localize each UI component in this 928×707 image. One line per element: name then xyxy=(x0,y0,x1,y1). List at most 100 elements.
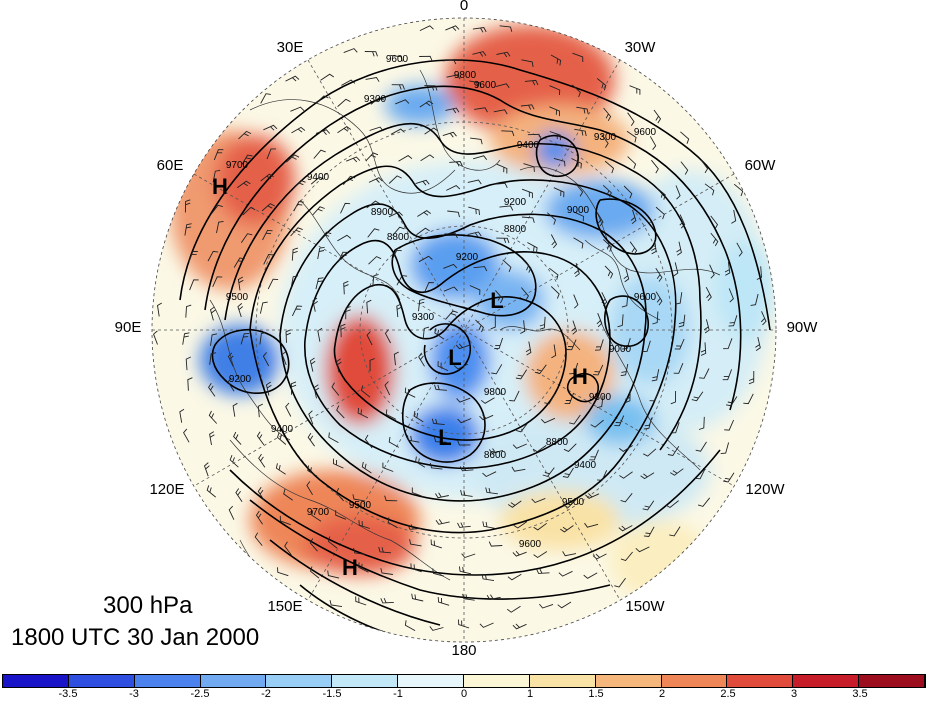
wind-barb xyxy=(468,206,480,216)
wind-barb xyxy=(415,179,430,186)
wind-barb xyxy=(207,250,219,262)
wind-barb xyxy=(728,288,734,303)
wind-barb xyxy=(670,390,677,405)
wind-barb xyxy=(293,179,306,189)
wind-barb xyxy=(622,337,631,350)
wind-barb xyxy=(337,126,352,134)
wind-barb xyxy=(520,320,526,334)
wind-barb xyxy=(469,285,481,295)
colorbar-swatch xyxy=(134,675,201,687)
wind-barb xyxy=(429,626,444,631)
wind-barb xyxy=(286,154,300,163)
wind-barb xyxy=(275,463,286,475)
wind-barb xyxy=(416,227,430,236)
wind-barb xyxy=(627,156,637,169)
wind-barb xyxy=(731,209,737,224)
wind-barb xyxy=(549,106,560,117)
wind-barb xyxy=(651,159,659,174)
contour-value-label: 9500 xyxy=(562,497,585,508)
wind-barb xyxy=(206,485,216,498)
wind-barb xyxy=(317,327,323,342)
wind-barb xyxy=(415,456,426,468)
wind-barb xyxy=(513,521,528,529)
wind-barb xyxy=(760,311,767,326)
wind-barb xyxy=(585,493,600,499)
wind-barb xyxy=(550,234,558,249)
wind-barb xyxy=(722,369,733,381)
wind-barb xyxy=(501,130,515,137)
wind-barb xyxy=(643,448,657,457)
wind-barb xyxy=(335,510,347,520)
wind-barb xyxy=(390,54,403,62)
wind-barb xyxy=(284,541,292,556)
wind-barb xyxy=(623,268,630,283)
wind-barb xyxy=(675,292,683,305)
wind-barb xyxy=(494,337,504,350)
wind-barb xyxy=(674,338,685,350)
wind-barb xyxy=(673,363,684,374)
wind-barb xyxy=(617,314,624,328)
wind-barb xyxy=(456,397,471,403)
colorbar-swatch xyxy=(529,675,596,687)
wind-barb xyxy=(418,352,425,367)
wind-barb xyxy=(549,85,561,96)
wind-barb xyxy=(604,265,614,279)
wind-barb xyxy=(258,453,266,468)
wind-barb xyxy=(433,436,447,443)
wind-barb xyxy=(444,233,458,239)
wind-barb xyxy=(472,27,487,33)
anomaly-shading xyxy=(170,25,775,600)
longitude-label: 90E xyxy=(115,319,142,336)
wind-barb xyxy=(366,200,380,209)
wind-barb xyxy=(642,340,651,353)
wind-barb xyxy=(203,462,210,477)
contour-value-label: 9600 xyxy=(634,127,657,138)
wind-barb xyxy=(369,126,384,132)
wind-barb xyxy=(458,619,470,629)
wind-barb xyxy=(310,176,325,185)
wind-barb xyxy=(584,522,599,528)
wind-barb xyxy=(486,594,501,601)
wind-barb xyxy=(532,445,547,453)
wind-barb xyxy=(726,396,738,407)
wind-barb xyxy=(290,106,305,112)
wind-barb xyxy=(279,515,291,526)
wind-barb xyxy=(366,299,372,314)
wind-barb xyxy=(755,336,761,351)
contour-value-label: 9400 xyxy=(271,424,294,435)
wind-barb xyxy=(460,489,473,497)
wind-barb xyxy=(242,206,256,216)
wind-barb xyxy=(337,98,351,107)
colorbar-tick-label: 0 xyxy=(460,688,468,700)
contour-value-label: 8800 xyxy=(546,437,569,448)
wind-barb xyxy=(523,163,535,172)
wind-barb xyxy=(315,95,329,104)
wind-barb xyxy=(553,187,565,198)
wind-barb xyxy=(655,206,665,220)
wind-barb xyxy=(455,343,470,350)
wind-barb xyxy=(424,85,438,91)
wind-barb xyxy=(596,212,604,227)
wind-barb xyxy=(328,432,339,443)
wind-barb xyxy=(656,187,666,200)
low-pressure-marker: L xyxy=(448,345,461,370)
wind-barb xyxy=(621,294,629,308)
wind-barb xyxy=(642,500,655,511)
wind-barb xyxy=(520,287,529,301)
wind-barb xyxy=(313,149,326,159)
wind-barb xyxy=(669,526,681,537)
wind-barb xyxy=(512,623,527,630)
wind-barb xyxy=(380,598,394,604)
colorbar-swatch xyxy=(332,675,399,687)
wind-barb xyxy=(626,130,637,143)
wind-barb xyxy=(240,233,253,244)
wind-barb xyxy=(539,316,546,330)
contour-value-label: 9800 xyxy=(454,70,477,81)
wind-barb xyxy=(434,327,445,340)
wind-barb xyxy=(457,418,472,424)
wind-barb xyxy=(571,84,581,98)
wind-barb xyxy=(531,497,546,504)
wind-barb xyxy=(457,522,471,528)
wind-barb xyxy=(604,160,615,174)
